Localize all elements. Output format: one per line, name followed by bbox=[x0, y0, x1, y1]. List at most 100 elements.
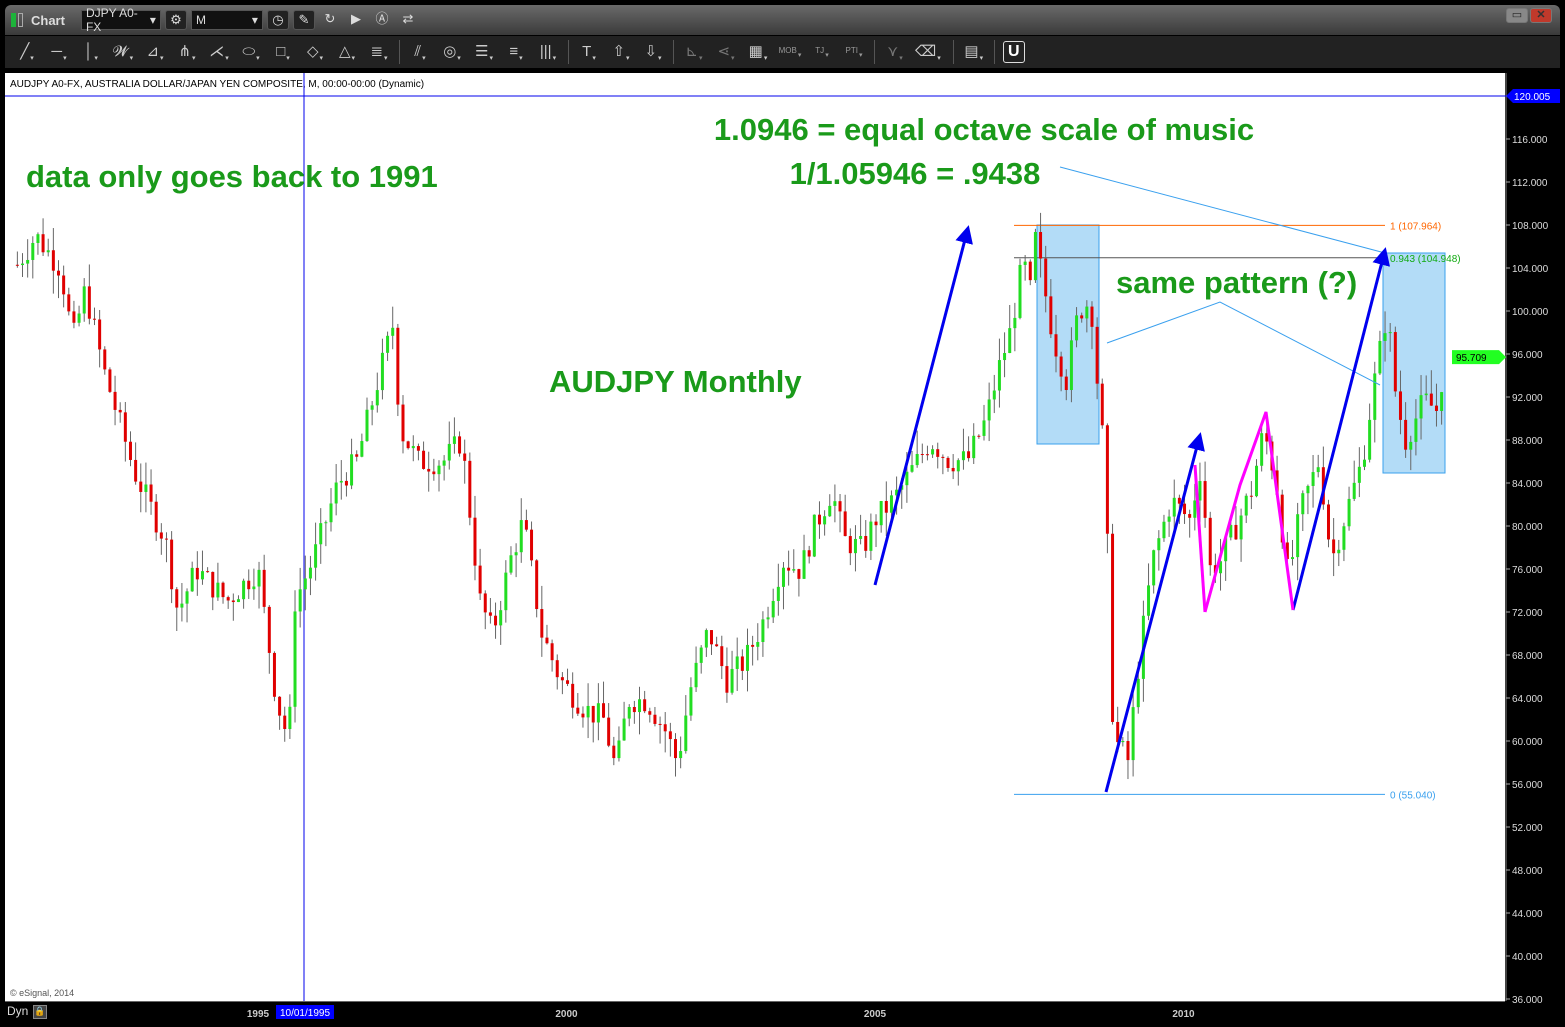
horizontal-line-tool-icon[interactable]: ─ bbox=[47, 43, 71, 62]
link-icon[interactable]: ⇄ bbox=[402, 11, 414, 26]
candle-body bbox=[895, 489, 899, 496]
candle-body bbox=[699, 647, 703, 663]
candle-body bbox=[216, 582, 220, 598]
candle-body bbox=[560, 677, 564, 681]
toolbar-divider bbox=[874, 40, 875, 64]
candle-body bbox=[329, 503, 333, 523]
comment-icon[interactable]: ▤ bbox=[962, 42, 986, 62]
pencil-icon[interactable]: ✎ bbox=[292, 10, 315, 30]
last-price-tag bbox=[1452, 350, 1506, 365]
candle-body bbox=[57, 270, 61, 276]
candle-body bbox=[51, 250, 55, 271]
settings-gear-icon[interactable]: ⚙ bbox=[164, 10, 187, 30]
candle-body bbox=[1136, 678, 1140, 708]
tj-tool-icon[interactable]: TJ bbox=[810, 46, 834, 59]
candle-body bbox=[452, 436, 456, 444]
candle-body bbox=[524, 520, 528, 530]
channel-tool-icon[interactable]: ≣ bbox=[367, 42, 391, 62]
candle-body bbox=[987, 399, 991, 421]
interval-select[interactable]: M ▾ bbox=[190, 10, 263, 30]
down-arrow-tool-icon[interactable]: ⇩ bbox=[641, 42, 665, 62]
rectangle-tool-icon[interactable]: □ bbox=[271, 43, 295, 62]
candle-body bbox=[154, 501, 158, 533]
candle-body bbox=[288, 706, 292, 730]
chart-plot-area[interactable] bbox=[5, 73, 1505, 1001]
polyline-tool-icon[interactable]: 𝓦 bbox=[111, 43, 135, 62]
candle-body bbox=[1229, 524, 1233, 538]
candle-body bbox=[607, 717, 611, 746]
highlight-box-2007 bbox=[1036, 224, 1100, 445]
candle-body bbox=[1183, 503, 1187, 515]
candle-body bbox=[1255, 465, 1259, 497]
candle-body bbox=[411, 446, 415, 449]
close-button[interactable]: ✕ bbox=[1530, 8, 1552, 23]
candle-body bbox=[236, 599, 240, 603]
vertical-line-tool-icon[interactable]: │ bbox=[79, 43, 103, 62]
candle-body bbox=[344, 480, 348, 486]
candle-body bbox=[406, 441, 410, 449]
candle-body bbox=[961, 451, 965, 461]
restore-button[interactable]: ▭ bbox=[1506, 8, 1528, 23]
fib-retracement-tool-icon[interactable]: ☰ bbox=[472, 42, 496, 62]
symbol-input[interactable]: DJPY A0-FX ▾ bbox=[80, 6, 161, 34]
candle-body bbox=[632, 706, 636, 713]
candle-body bbox=[977, 435, 981, 437]
candle-body bbox=[1028, 261, 1032, 281]
candle-body bbox=[581, 713, 585, 718]
pattern-line bbox=[1193, 464, 1207, 613]
arc-tool-icon[interactable]: ⋖ bbox=[714, 42, 738, 62]
candle-body bbox=[339, 480, 343, 483]
triangle-tool-icon[interactable]: △ bbox=[335, 42, 359, 62]
candle-body bbox=[242, 580, 246, 600]
pti-tool-icon[interactable]: PTI bbox=[842, 46, 866, 59]
time-cycles-tool-icon[interactable]: ||| bbox=[536, 43, 560, 62]
candle-body bbox=[262, 569, 266, 607]
candle-body bbox=[15, 264, 19, 266]
dyn-label[interactable]: Dyn bbox=[7, 1004, 29, 1018]
candle-body bbox=[458, 436, 462, 454]
candle-body bbox=[823, 516, 827, 525]
magnet-icon[interactable]: U bbox=[1002, 41, 1025, 63]
mob-tool-icon[interactable]: MOB bbox=[778, 46, 802, 59]
gann-fan-tool-icon[interactable]: ⋌ bbox=[207, 42, 231, 62]
line-tool-icon[interactable]: ╱ bbox=[15, 42, 39, 62]
candle-body bbox=[180, 603, 184, 608]
text-tool-icon[interactable]: T bbox=[577, 43, 601, 62]
candle-body bbox=[1208, 517, 1212, 566]
alert-icon[interactable]: Ⓐ bbox=[375, 11, 389, 26]
candle-body bbox=[745, 644, 749, 671]
candle-body bbox=[314, 544, 318, 568]
grid-tool-icon[interactable]: ▦ bbox=[746, 42, 770, 62]
candle-body bbox=[550, 643, 554, 661]
candle-body bbox=[1172, 497, 1176, 517]
trend-arrow bbox=[1291, 247, 1391, 611]
candle-body bbox=[422, 450, 426, 469]
play-icon[interactable]: ▶ bbox=[350, 11, 361, 26]
fib-extension-tool-icon[interactable]: ≡ bbox=[504, 43, 528, 62]
candle-body bbox=[1152, 550, 1156, 586]
candle-body bbox=[817, 514, 821, 525]
candle-body bbox=[1429, 393, 1433, 406]
candle-body bbox=[319, 523, 323, 545]
annotation-octave_line2: 1/1.05946 = .9438 bbox=[790, 156, 1041, 191]
price-tick-label: 84.000 bbox=[1512, 479, 1543, 490]
parallel-lines-tool-icon[interactable]: ⫽ bbox=[408, 43, 432, 62]
candle-body bbox=[679, 751, 683, 759]
speed-lines-tool-icon[interactable]: ⊾ bbox=[682, 42, 706, 62]
candle-body bbox=[386, 335, 390, 353]
price-tick-label: 88.000 bbox=[1512, 436, 1543, 447]
pitchfork-tool-icon[interactable]: ⋔ bbox=[175, 42, 199, 62]
clock-icon[interactable]: ◷ bbox=[266, 10, 289, 30]
up-arrow-tool-icon[interactable]: ⇧ bbox=[609, 42, 633, 62]
chevron-down-icon: ▾ bbox=[149, 13, 156, 27]
circles-tool-icon[interactable]: ◎ bbox=[440, 42, 464, 62]
diamond-tool-icon[interactable]: ◇ bbox=[303, 42, 327, 62]
eraser-tool-icon[interactable]: ⌫ bbox=[915, 42, 945, 62]
lock-icon[interactable]: 🔒 bbox=[33, 1005, 47, 1019]
candle-body bbox=[1419, 395, 1423, 419]
refresh-icon[interactable]: ↻ bbox=[324, 11, 336, 26]
fan-tool-icon[interactable]: ⊿ bbox=[143, 42, 167, 62]
ellipse-tool-icon[interactable]: ⬭ bbox=[239, 43, 263, 62]
elliott-tool-icon[interactable]: ⋎ bbox=[883, 42, 907, 62]
